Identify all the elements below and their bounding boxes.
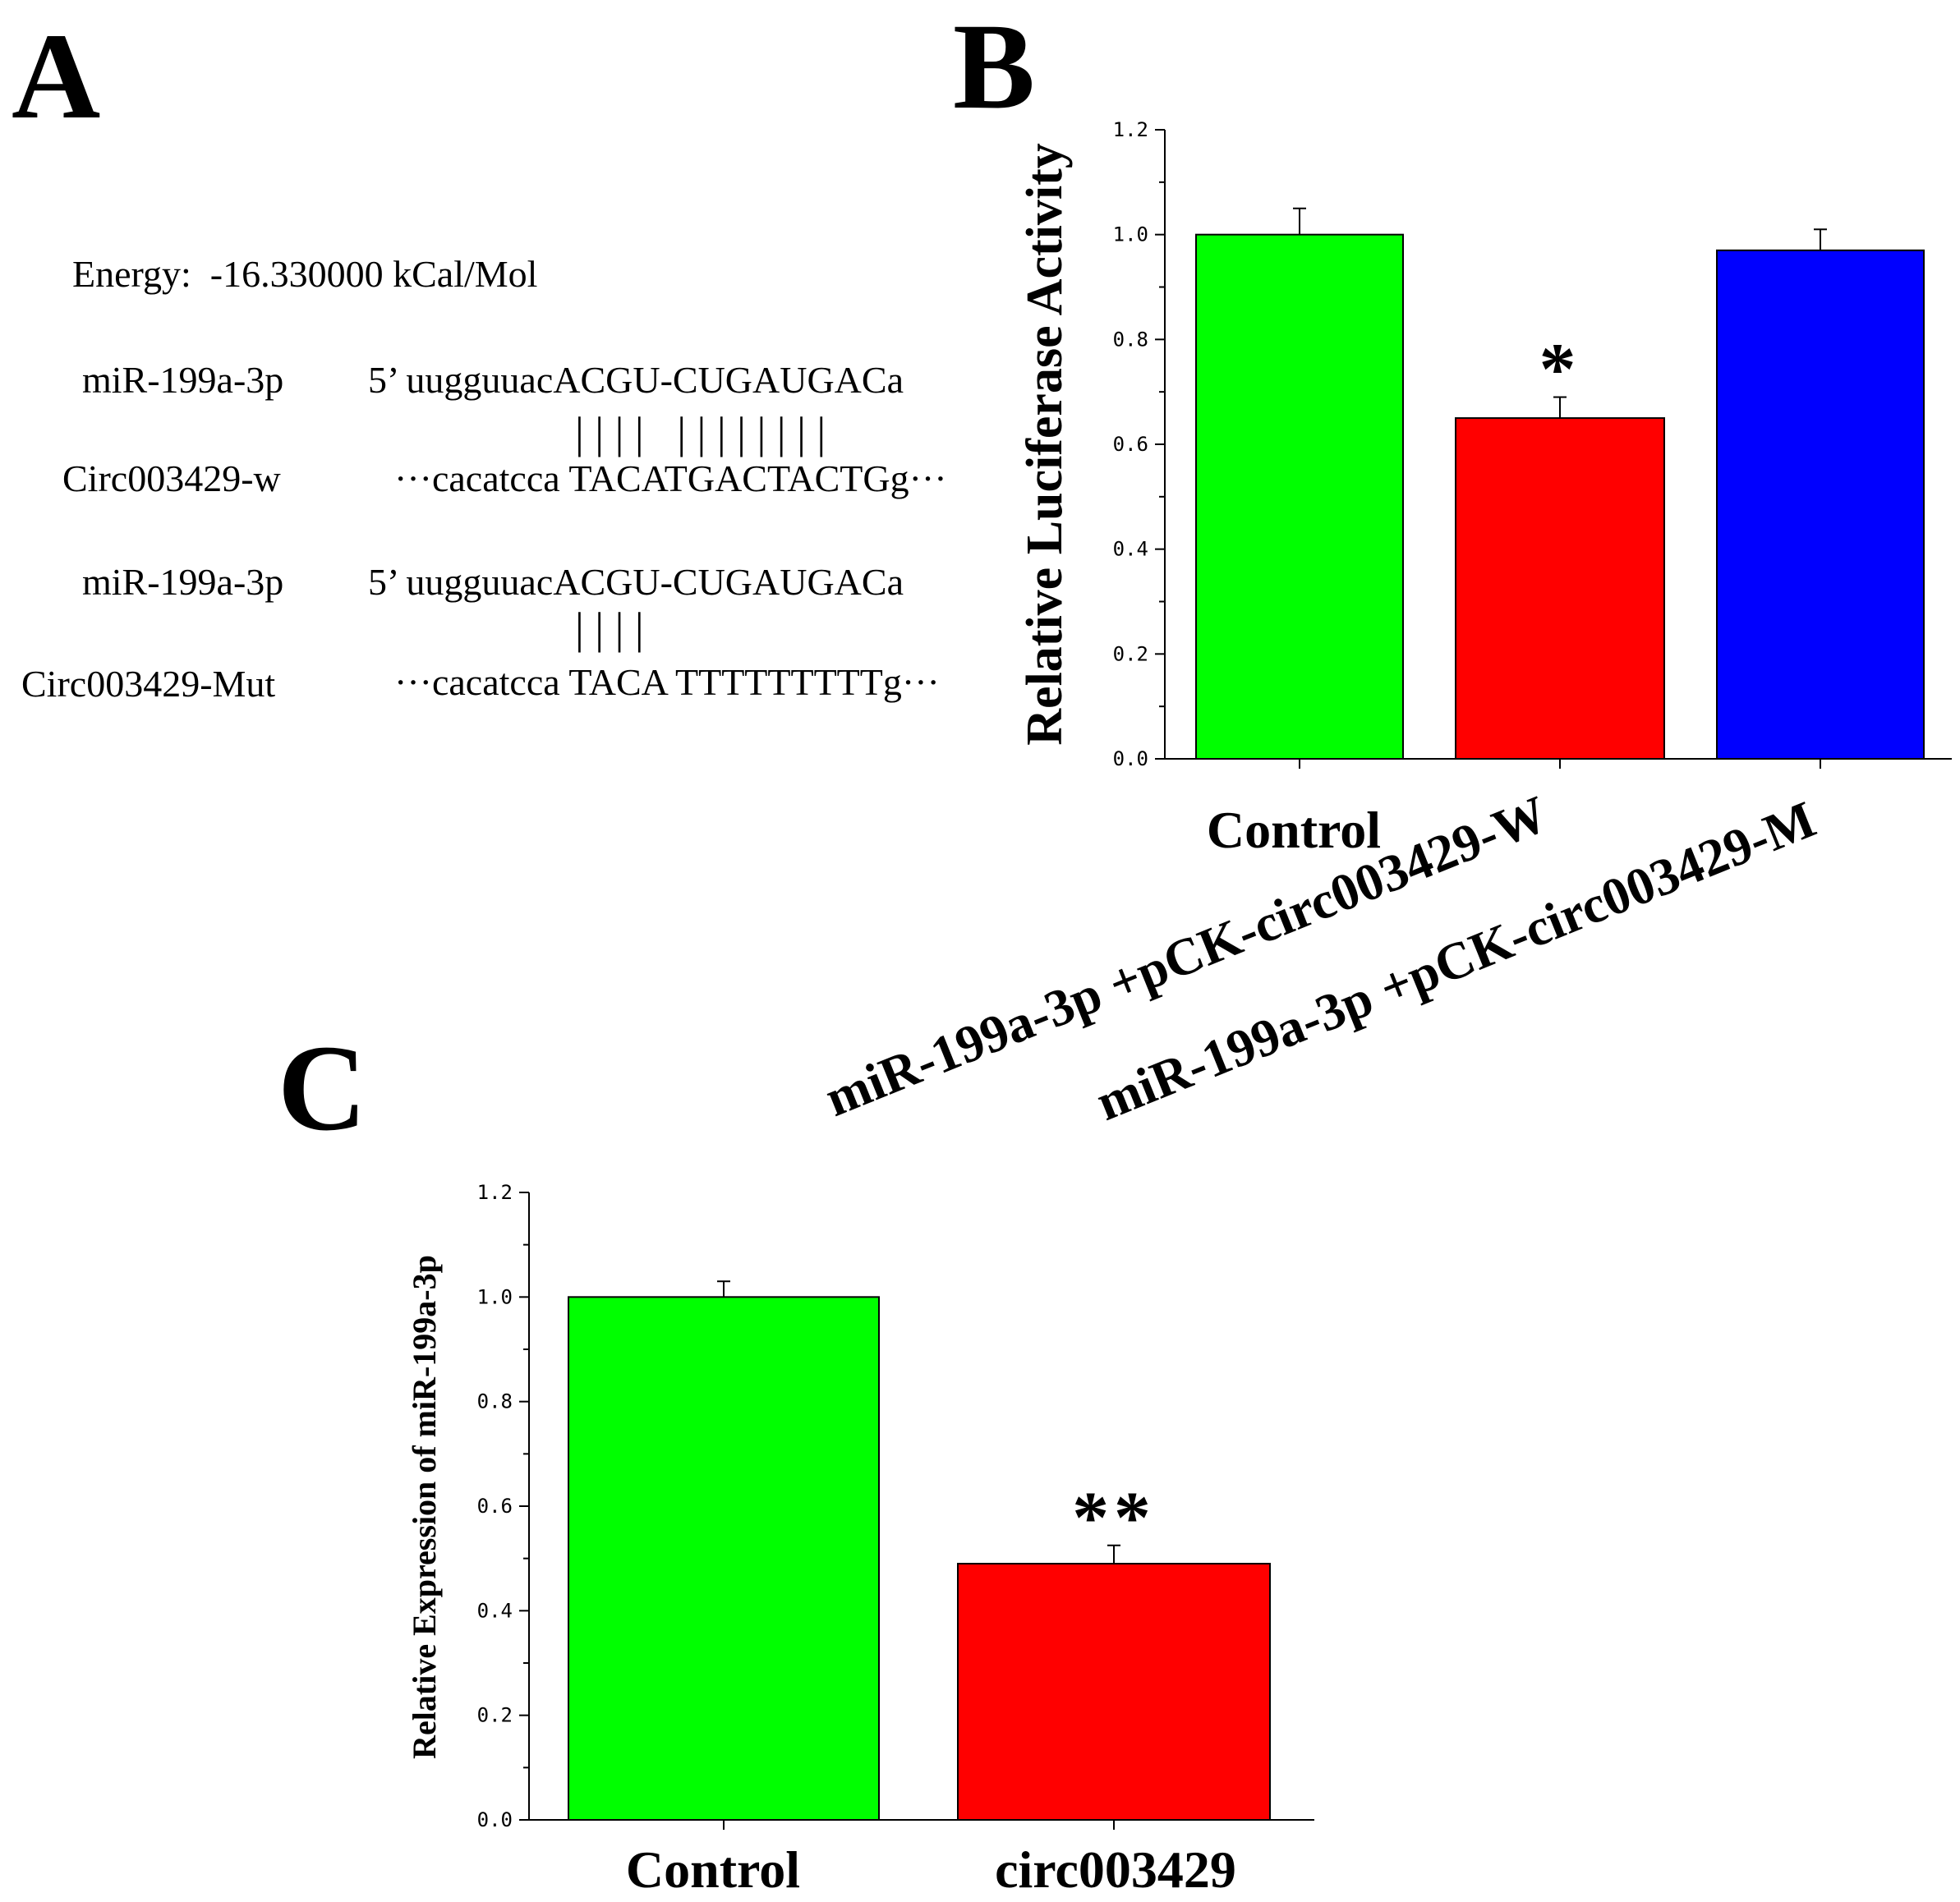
chart-c-bar [568, 1296, 880, 1822]
mirna-label-1: miR-199a-3p [82, 359, 284, 401]
mirna-sequence-1: 5’ uugguuacACGU-CUGAUGACa [368, 359, 904, 401]
chart-c-ytick-label: 0.2 [477, 1704, 513, 1727]
circ-mut-sequence: ···cacatcca TACA TTTTTTTTTg··· [394, 661, 940, 703]
circ-mut-label: Circ003429-Mut [21, 663, 276, 705]
energy-label: Energy: -16.330000 kCal/Mol [72, 253, 538, 295]
chart-b-bar [1455, 417, 1665, 760]
chart-c-ytick-label: 0.0 [477, 1808, 513, 1831]
chart-b-ytick-label: 0.8 [1113, 328, 1148, 351]
chart-c-ytick-label: 0.4 [477, 1599, 513, 1622]
chart-b-bar [1716, 249, 1925, 760]
chart-c-category-label: circ003429 [995, 1840, 1236, 1899]
chart-c-y-label: Relative Expression of miR-199a-3p [406, 1255, 443, 1759]
chart-b-category-label: Control [1207, 801, 1381, 859]
chart-b-bar [1195, 233, 1404, 760]
chart-b-ytick-label: 1.2 [1113, 118, 1148, 141]
chart-c-bar [957, 1563, 1271, 1821]
chart-c-ytick-label: 1.2 [477, 1181, 513, 1204]
chart-c-ytick-label: 1.0 [477, 1285, 513, 1308]
chart-b-ytick-label: 0.6 [1113, 433, 1148, 456]
chart-c-ytick-label: 0.6 [477, 1495, 513, 1518]
circ-w-sequence: ···cacatcca TACATGACTACTGg··· [394, 457, 947, 499]
pairing-bars-2: | | | | [575, 604, 644, 653]
chart-c-significance: ** [1072, 1477, 1156, 1559]
panel-label-b: B [953, 0, 1036, 135]
circ-w-label: Circ003429-w [62, 457, 281, 499]
chart-b-ytick-label: 0.4 [1113, 538, 1148, 561]
chart-c: 0.0 0.2 0.4 0.6 0.8 1.0 1.2 Relative Expression… [406, 1181, 1314, 1899]
chart-b-ytick-label: 0.2 [1113, 642, 1148, 665]
chart-b-ytick-label: 1.0 [1113, 223, 1148, 246]
chart-b-ytick-label: 0.0 [1113, 747, 1148, 770]
pairing-bars-1: | | | | | | | | | | | | [575, 408, 826, 457]
panel-label-c: C [278, 1020, 367, 1156]
chart-b-significance: * [1539, 329, 1581, 411]
chart-c-ytick-label: 0.8 [477, 1390, 513, 1413]
mirna-sequence-2: 5’ uugguuacACGU-CUGAUGACa [368, 561, 904, 603]
mirna-label-2: miR-199a-3p [82, 561, 284, 603]
chart-b-y-label: Relative Luciferase Activity [1017, 143, 1073, 745]
chart-c-category-label: Control [626, 1840, 800, 1899]
chart-b: 0.0 0.2 0.4 0.6 0.8 1.0 1.2 Relative Luciferase… [817, 118, 1952, 1132]
panel-label-a: A [12, 8, 101, 145]
